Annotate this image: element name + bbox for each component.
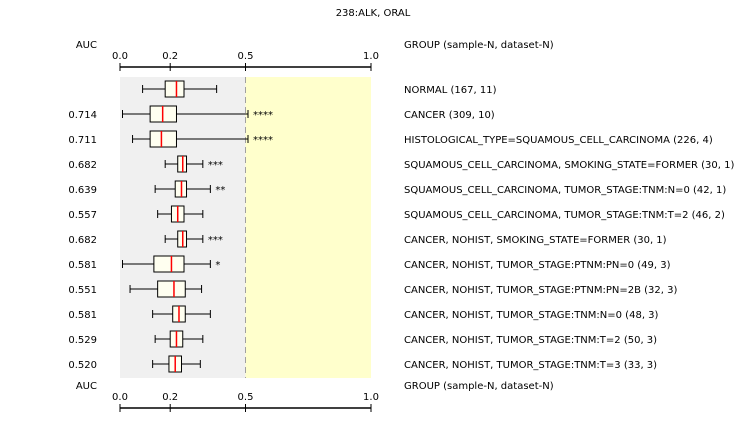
group-label: CANCER, NOHIST, TUMOR_STAGE:PTNM:PN=2B (… [404,285,677,296]
plot-bg-right [245,77,371,378]
significance-stars: *** [208,160,223,171]
group-label: CANCER (309, 10) [404,110,495,121]
group-label: CANCER, NOHIST, TUMOR_STAGE:TNM:T=3 (33,… [404,360,657,371]
row: 0.551 CANCER, NOHIST, TUMOR_STAGE:PTNM:PN… [68,280,677,298]
row: 0.711 HISTOLOGICAL_TYPE=SQUAMOUS_CELL_CAR… [68,130,713,148]
group-label: SQUAMOUS_CELL_CARCINOMA, SMOKING_STATE=F… [404,160,734,171]
row: 0.520 CANCER, NOHIST, TUMOR_STAGE:TNM:T=3… [68,355,657,373]
bottom-tick-label: 0.5 [238,392,254,403]
auc-value: 0.711 [68,135,97,146]
auc-value: 0.581 [68,260,97,271]
row: 0.581 CANCER, NOHIST, TUMOR_STAGE:TNM:N=0… [68,305,659,323]
bottom-tick-label: 0.2 [162,392,178,403]
row: 0.639 SQUAMOUS_CELL_CARCINOMA, TUMOR_STAG… [68,180,726,198]
group-label: CANCER, NOHIST, TUMOR_STAGE:PTNM:PN=0 (4… [404,260,671,271]
auc-value: 0.557 [68,210,97,221]
group-header-bottom: GROUP (sample-N, dataset-N) [404,381,554,392]
group-label: HISTOLOGICAL_TYPE=SQUAMOUS_CELL_CARCINOM… [404,135,713,146]
significance-stars: **** [253,135,273,146]
box [149,130,177,148]
row: 0.529 CANCER, NOHIST, TUMOR_STAGE:TNM:T=2… [68,330,657,348]
group-label: SQUAMOUS_CELL_CARCINOMA, TUMOR_STAGE:TNM… [404,185,726,196]
group-label: SQUAMOUS_CELL_CARCINOMA, TUMOR_STAGE:TNM… [404,210,725,221]
group-header-top: GROUP (sample-N, dataset-N) [404,40,554,51]
auc-value: 0.520 [68,360,97,371]
auc-value: 0.581 [68,310,97,321]
auc-value: 0.682 [68,160,97,171]
significance-stars: ** [215,185,225,196]
significance-stars: *** [208,235,223,246]
auc-header-bottom: AUC [76,381,97,392]
box [157,280,186,298]
group-label: NORMAL (167, 11) [404,85,497,96]
auc-value: 0.682 [68,235,97,246]
chart-title: 238:ALK, ORAL [336,8,411,19]
bottom-tick-label: 1.0 [363,392,379,403]
top-tick-label: 0.0 [112,51,128,62]
row: 0.714 CANCER (309, 10) **** [68,105,495,123]
row: 0.682 CANCER, NOHIST, SMOKING_STATE=FORME… [68,230,667,248]
box [153,255,185,273]
top-axis: 0.0 0.2 0.5 1.0 [112,51,379,71]
bottom-tick-label: 0.0 [112,392,128,403]
group-label: CANCER, NOHIST, TUMOR_STAGE:TNM:T=2 (50,… [404,335,657,346]
plot-bg-left [120,77,246,378]
significance-stars: **** [253,110,273,121]
row: 0.557 SQUAMOUS_CELL_CARCINOMA, TUMOR_STAG… [68,205,725,223]
auc-value: 0.551 [68,285,97,296]
row: 0.581 CANCER, NOHIST, TUMOR_STAGE:PTNM:PN… [68,255,671,273]
box [164,80,185,98]
auc-header-top: AUC [76,40,97,51]
row: NORMAL (167, 11) [142,80,497,98]
top-tick-label: 0.2 [162,51,178,62]
top-tick-label: 0.5 [238,51,254,62]
group-label: CANCER, NOHIST, TUMOR_STAGE:TNM:N=0 (48,… [404,310,659,321]
significance-stars: * [215,260,220,271]
auc-value: 0.714 [68,110,97,121]
auc-value: 0.639 [68,185,97,196]
row: 0.682 SQUAMOUS_CELL_CARCINOMA, SMOKING_ST… [68,155,734,173]
top-tick-label: 1.0 [363,51,379,62]
auc-value: 0.529 [68,335,97,346]
group-label: CANCER, NOHIST, SMOKING_STATE=FORMER (30… [404,235,667,246]
plot-background [120,77,371,378]
bottom-axis: 0.0 0.2 0.5 1.0 [112,392,379,412]
rows: NORMAL (167, 11)0.714 CANCER (309, 10)***… [68,80,734,373]
